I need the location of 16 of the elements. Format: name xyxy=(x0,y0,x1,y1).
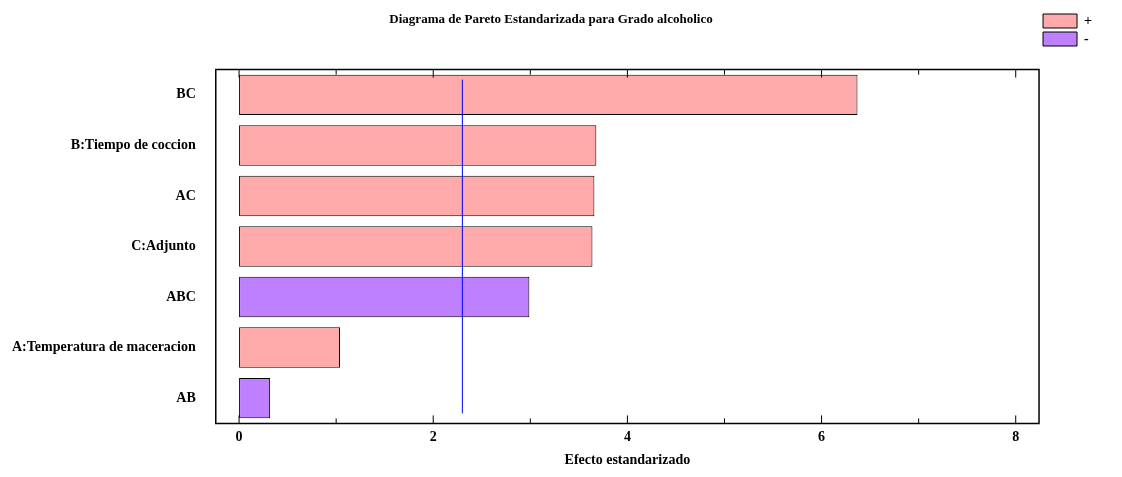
x-tick-label: 6 xyxy=(818,429,826,445)
y-tick-label: ABC xyxy=(166,288,196,304)
y-tick-label: AB xyxy=(176,389,196,405)
y-tick-label: C:Adjunto xyxy=(131,238,196,254)
x-tick-label: 0 xyxy=(235,429,243,445)
y-tick-label: B:Tiempo de coccion xyxy=(70,137,196,153)
y-tick-label: AC xyxy=(175,187,196,203)
x-tick-label: 4 xyxy=(623,429,631,445)
x-tick-label: 8 xyxy=(1012,429,1020,445)
legend-label: - xyxy=(1084,30,1090,46)
chart-title: Diagrama de Pareto Estandarizada para Grado alcoholico xyxy=(389,11,713,27)
x-tick-label: 2 xyxy=(429,429,437,445)
y-tick-label: BC xyxy=(176,86,196,102)
legend-label: + xyxy=(1084,12,1093,28)
y-tick-label: A:Temperatura de maceracion xyxy=(11,339,196,355)
x-axis-title: Efecto estandarizado xyxy=(564,452,691,468)
